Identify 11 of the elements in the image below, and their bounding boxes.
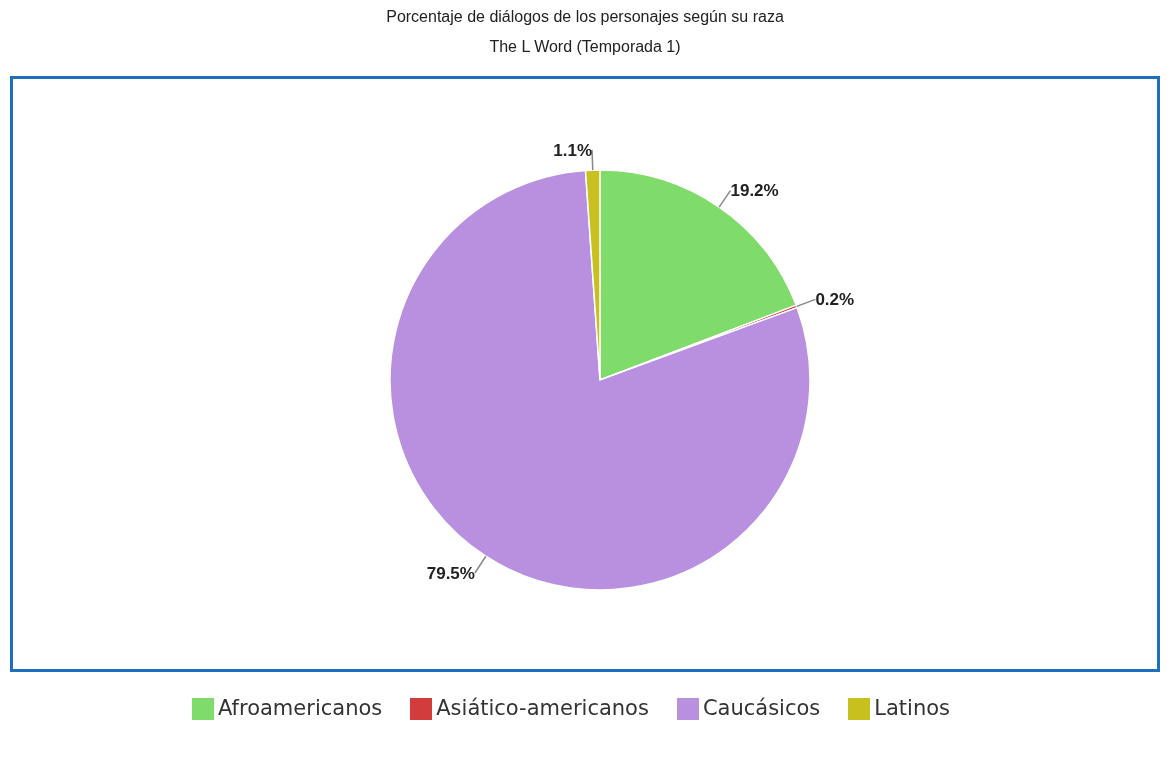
legend-label: Caucásicos [702,696,821,720]
data-label: 0.2% [815,289,855,309]
legend-label: Asiático-americanos [436,696,649,720]
chart-subtitle: The L Word (Temporada 1) [488,38,682,56]
data-label: 19.2% [730,181,779,201]
pie-slice [389,169,811,591]
data-label: 79.5% [426,563,475,583]
legend-label: Afroamericanos [217,696,383,720]
chart-title: Porcentaje de diálogos de los personajes según su raza [385,8,785,26]
data-label: 1.1% [553,140,593,160]
legend-label: Latinos [874,696,951,720]
